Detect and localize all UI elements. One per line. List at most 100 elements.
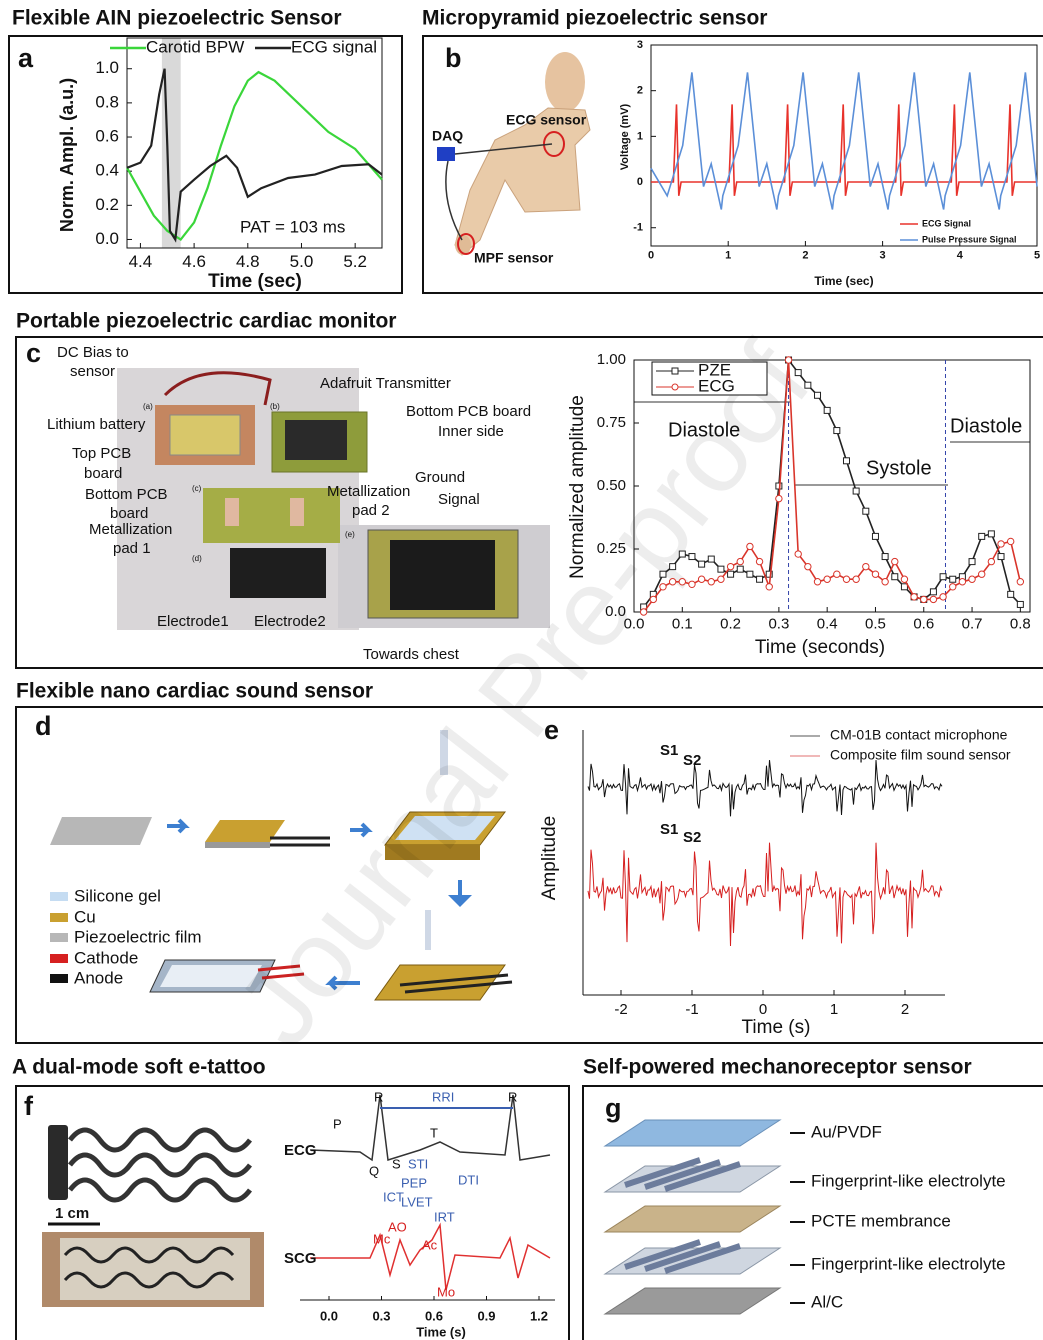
point [737, 566, 743, 572]
point [669, 579, 675, 585]
photo-label: DC Bias to [57, 344, 129, 361]
waveform-label: ECG [284, 1142, 317, 1159]
photo-label: Electrode2 [254, 613, 326, 630]
point [699, 561, 705, 567]
point [689, 554, 695, 560]
point [988, 558, 994, 564]
point [1007, 538, 1013, 544]
legend-marker [672, 384, 678, 390]
point [766, 584, 772, 590]
x-axis-label: Time (sec) [208, 271, 302, 292]
x-tick-label: 4.4 [129, 252, 153, 271]
photo-label: Towards chest [363, 646, 460, 663]
chart-annotation: Diastole [668, 419, 740, 441]
y-axis-label: Norm. Ampl. (a.u.) [57, 78, 77, 232]
photo-label: board [84, 465, 122, 482]
point [872, 533, 878, 539]
x-tick-label: 0.3 [372, 1308, 390, 1323]
x-axis-label: Time (s) [742, 1017, 811, 1038]
point [969, 576, 975, 582]
waveform-label: Mo [437, 1284, 455, 1299]
photo-label: Top PCB [72, 445, 131, 462]
x-tick-label: 0.0 [320, 1308, 338, 1323]
point [718, 576, 724, 582]
x-tick-label: 0 [759, 1001, 767, 1018]
waveform-label: Mc [373, 1231, 391, 1246]
point [882, 579, 888, 585]
point [805, 563, 811, 569]
point [747, 543, 753, 549]
point [698, 576, 704, 582]
point [872, 571, 878, 577]
point [708, 556, 714, 562]
point [728, 571, 734, 577]
x-tick-label: 5 [1034, 249, 1040, 261]
point [805, 382, 811, 388]
y-tick-label: 1.0 [95, 58, 119, 77]
panel-letter: c [26, 338, 41, 368]
point [998, 541, 1004, 547]
y-tick-label: 1 [637, 130, 643, 142]
point [1017, 601, 1023, 607]
x-tick-label: 4.8 [236, 252, 260, 271]
x-axis-label: Time (s) [416, 1324, 466, 1339]
legend-label: Composite film sound sensor [830, 747, 1011, 763]
x-tick-label: 1.2 [530, 1308, 548, 1323]
chart-annotation: Diastole [950, 415, 1022, 437]
point [911, 594, 917, 600]
point [660, 571, 666, 577]
waveform-label: Ac [422, 1237, 438, 1252]
waveform-label: 1 cm [55, 1205, 89, 1222]
panel-letter: g [605, 1093, 622, 1123]
point [863, 508, 869, 514]
x-tick-label: 5.0 [290, 252, 314, 271]
point [650, 596, 656, 602]
point [815, 392, 821, 398]
legend-label: Piezoelectric film [74, 927, 202, 946]
point [834, 571, 840, 577]
waveform-label: IRT [434, 1209, 455, 1224]
photo-label: (b) [270, 402, 280, 411]
point [814, 579, 820, 585]
x-tick-label: 0.4 [817, 616, 838, 633]
photo-label: board [110, 505, 148, 522]
legend-label: ECG [698, 376, 735, 395]
section-heading: Micropyramid piezoelectric sensor [422, 7, 767, 30]
point [853, 576, 859, 582]
point [747, 571, 753, 577]
section-heading: Self-powered mechanoreceptor sensor [583, 1056, 972, 1079]
x-tick-label: 5.2 [343, 252, 367, 271]
x-tick-label: -1 [685, 1001, 698, 1018]
chart-annotation: PAT = 103 ms [240, 217, 345, 236]
point [689, 581, 695, 587]
panel-letter: b [445, 43, 462, 73]
layer-stack [605, 1120, 805, 1314]
point [660, 584, 666, 590]
y-tick-label: 0.0 [95, 229, 119, 248]
point [679, 551, 685, 557]
y-tick-label: 0.75 [597, 414, 626, 431]
section-heading: Flexible AIN piezoelectric Sensor [12, 7, 342, 30]
point [969, 559, 975, 565]
x-tick-label: 0.3 [768, 616, 789, 633]
legend-label: CM-01B contact microphone [830, 727, 1008, 743]
legend-marker [672, 368, 678, 374]
point [737, 558, 743, 564]
waveform-label: R [374, 1089, 383, 1104]
waveform-label: PEP [401, 1175, 427, 1190]
point [718, 566, 724, 572]
point [1017, 579, 1023, 585]
y-tick-label: 0 [637, 176, 643, 188]
waveform-label: AO [388, 1219, 407, 1234]
y-tick-label: 0.2 [95, 195, 119, 214]
x-tick-label: 3 [880, 249, 886, 261]
y-tick-label: 0.25 [597, 540, 626, 557]
x-tick-label: 0.6 [425, 1308, 443, 1323]
legend-label: Silicone gel [74, 886, 161, 905]
y-tick-label: 0.4 [95, 161, 119, 180]
point [950, 584, 956, 590]
panel-letter: d [35, 711, 52, 741]
y-axis-label: Voltage (mV) [619, 103, 631, 170]
layer-label: Fingerprint-like electrolyte [811, 1254, 1006, 1273]
x-tick-label: 4 [957, 249, 964, 261]
